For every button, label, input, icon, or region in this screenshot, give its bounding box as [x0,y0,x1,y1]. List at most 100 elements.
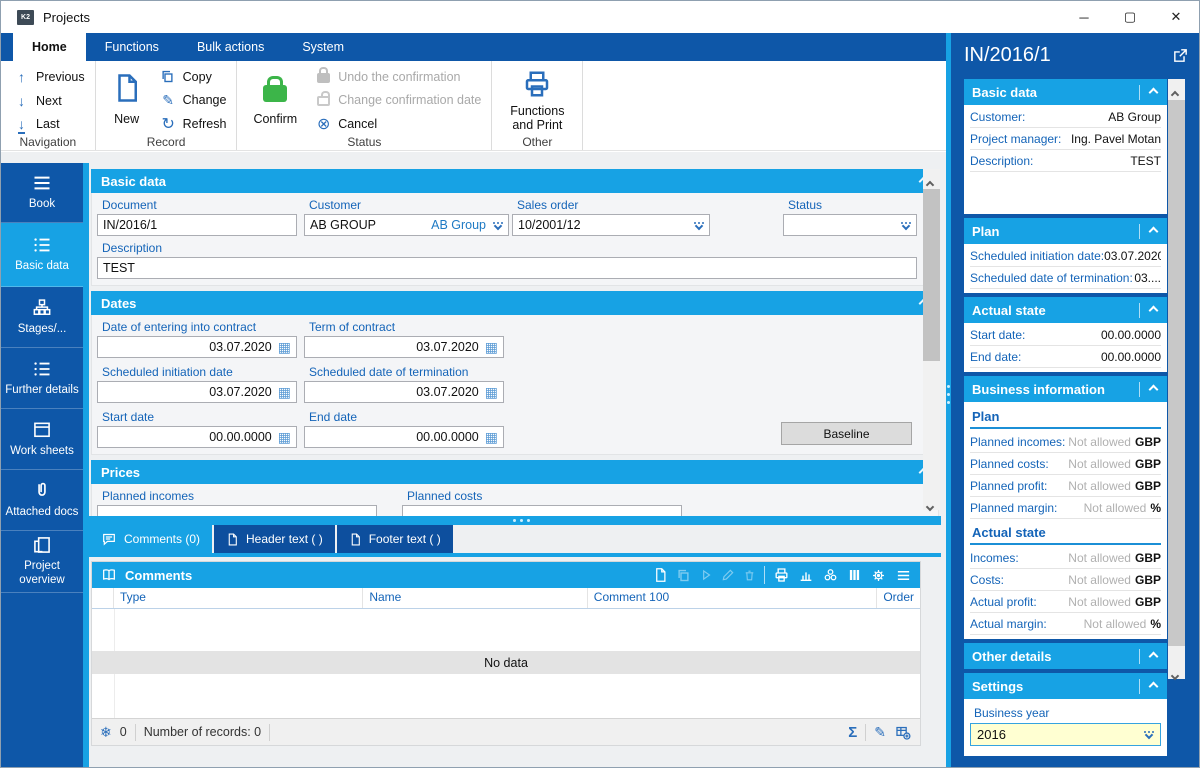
card-plan-header[interactable]: Plan [964,218,1167,244]
planned-costs-field[interactable] [402,505,682,516]
form-scrollbar[interactable] [923,169,940,512]
sidebar-item-work-sheets[interactable]: Work sheets [1,409,83,470]
chart-icon[interactable] [798,567,814,583]
baseline-button[interactable]: Baseline [781,422,912,445]
cancel-button[interactable]: ⊗ Cancel [317,116,378,133]
grid-menu-icon[interactable] [895,568,912,583]
maximize-button[interactable]: ▢ [1123,9,1137,24]
scheduled-termination-field[interactable]: 03.07.2020 ▦ [304,381,504,403]
section-basic-data-header[interactable]: Basic data [91,169,939,193]
calendar-icon[interactable]: ▦ [277,339,291,355]
calendar-icon[interactable]: ▦ [277,384,291,400]
run-icon[interactable] [699,568,713,582]
column-name[interactable]: Name [363,588,588,608]
collapse-icon[interactable] [1139,223,1159,239]
business-year-field[interactable]: 2016 [970,723,1161,746]
card-basic-data-header[interactable]: Basic data [964,79,1167,105]
description-field[interactable]: TEST [97,257,917,279]
settings-gear-icon[interactable] [870,567,887,584]
columns-icon[interactable] [847,567,862,583]
snowflake-icon[interactable]: ❄ [100,723,112,740]
scroll-down-icon[interactable] [925,497,935,512]
tab-footer-text[interactable]: Footer text ( ) [336,525,453,553]
next-button[interactable]: ↓ Next [13,91,85,111]
entering-date-field[interactable]: 03.07.2020 ▦ [97,336,297,358]
collapse-icon[interactable] [1139,84,1159,100]
dropdown-icon[interactable] [493,221,503,230]
panel-scrollbar[interactable] [1168,79,1185,681]
add-table-icon[interactable] [894,724,912,741]
refresh-button[interactable]: ↻ Refresh [161,116,227,133]
tab-header-text[interactable]: Header text ( ) [214,525,335,553]
horizontal-splitter[interactable] [83,516,941,525]
collapse-icon[interactable] [1139,678,1159,694]
card-settings-header[interactable]: Settings [964,673,1167,699]
new-record-icon[interactable] [653,567,668,583]
column-type[interactable]: Type [114,588,364,608]
card-other-details-header[interactable]: Other details [964,643,1167,669]
calendar-icon[interactable]: ▦ [277,429,291,445]
scheduled-initiation-field[interactable]: 03.07.2020 ▦ [97,381,297,403]
dropdown-icon[interactable] [1144,730,1154,740]
customer-field[interactable]: AB GROUP AB Group [304,214,509,236]
tab-system[interactable]: System [302,40,345,54]
planned-incomes-field[interactable] [97,505,377,516]
row-number-column[interactable] [92,588,114,608]
edit-pencil-icon[interactable] [721,568,735,582]
sales-order-field[interactable]: 10/2001/12 [512,214,710,236]
collapse-icon[interactable] [1139,302,1159,318]
scroll-down-icon[interactable] [1170,666,1180,681]
calendar-icon[interactable]: ▦ [484,384,498,400]
sidebar-item-stages[interactable]: Stages/... [1,287,83,348]
confirm-button[interactable]: Confirm [247,67,303,134]
start-date-field[interactable]: 00.00.0000 ▦ [97,426,297,448]
tab-comments[interactable]: Comments (0) [89,525,213,553]
section-dates-header[interactable]: Dates [91,291,939,315]
edit-pencil-icon[interactable]: ✎ [874,723,886,740]
open-in-window-icon[interactable] [1172,47,1189,64]
scroll-up-icon[interactable] [925,175,935,190]
print-icon[interactable] [773,567,790,583]
undo-confirmation-button[interactable]: Undo the confirmation [315,66,481,87]
tab-bulk-actions[interactable]: Bulk actions [196,40,265,54]
end-date-field[interactable]: 00.00.0000 ▦ [304,426,504,448]
scrollbar-thumb[interactable] [1168,100,1185,646]
sum-icon[interactable]: Σ [848,723,858,741]
sidebar-item-book[interactable]: Book [1,163,83,223]
document-field[interactable]: IN/2016/1 [97,214,297,236]
card-actual-state-header[interactable]: Actual state [964,297,1167,323]
sidebar-item-project-overview[interactable]: Project overview [1,531,83,593]
column-order[interactable]: Order [883,590,914,604]
scrollbar-thumb[interactable] [923,189,940,361]
copy-icon[interactable] [676,568,691,583]
customer-link[interactable]: AB Group [431,218,486,232]
change-confirmation-date-button[interactable]: Change confirmation date [315,91,481,111]
previous-button[interactable]: ↑ Previous [13,67,85,87]
sidebar-splitter[interactable] [83,163,89,767]
tab-functions[interactable]: Functions [104,40,159,54]
functions-and-print-button[interactable]: Functions and Print [502,67,572,134]
sidebar-item-further-details[interactable]: Further details [1,348,83,409]
dropdown-icon[interactable] [901,221,911,230]
status-field[interactable] [783,214,917,236]
sidebar-item-attached-docs[interactable]: Attached docs [1,470,83,531]
card-business-information-header[interactable]: Business information [964,376,1167,402]
delete-icon[interactable] [743,568,756,583]
tab-home[interactable]: Home [13,33,86,61]
close-button[interactable]: ✕ [1170,9,1182,24]
calendar-icon[interactable]: ▦ [484,339,498,355]
collapse-icon[interactable] [1139,648,1159,664]
minimize-button[interactable]: ─ [1079,9,1089,25]
dropdown-icon[interactable] [694,221,704,230]
section-prices-header[interactable]: Prices [91,460,939,484]
copy-button[interactable]: Copy [160,67,227,87]
panel-splitter-dots[interactable] [947,385,950,404]
collapse-icon[interactable] [1139,381,1159,397]
sidebar-item-basic-data[interactable]: Basic data [1,223,83,287]
last-button[interactable]: ↓ Last [13,114,85,135]
term-field[interactable]: 03.07.2020 ▦ [304,336,504,358]
scroll-up-icon[interactable] [1170,85,1180,100]
calendar-icon[interactable]: ▦ [484,429,498,445]
change-button[interactable]: ✎ Change [160,91,226,111]
column-comment[interactable]: Comment 100 [588,588,878,608]
